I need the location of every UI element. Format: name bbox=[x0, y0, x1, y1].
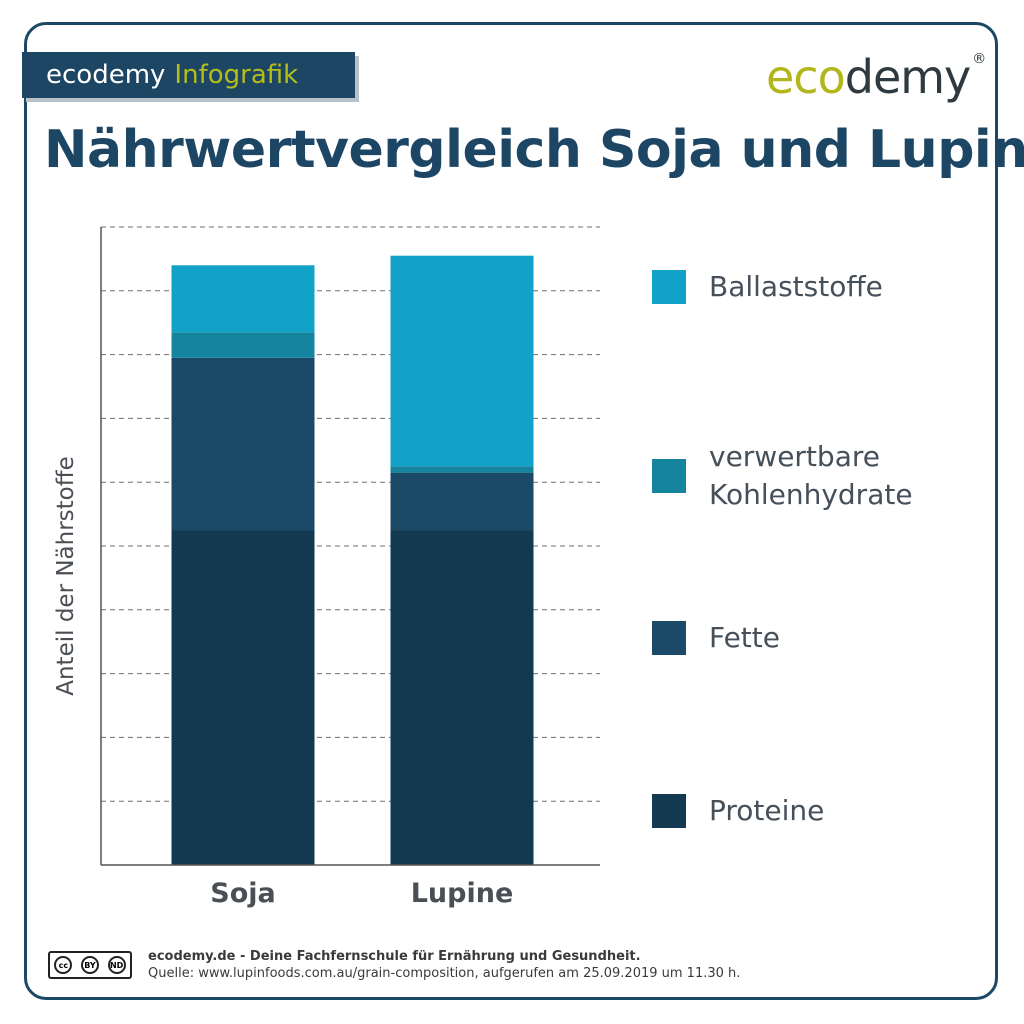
footer: ecodemy.de - Deine Fachfernschule für Er… bbox=[148, 948, 740, 982]
bar-segment-soja-fette bbox=[171, 357, 315, 531]
nd-icon: ND bbox=[107, 956, 126, 974]
legend-label: Ballaststoffe bbox=[709, 270, 883, 303]
ecodemy-logo: ecodemy ® bbox=[766, 50, 986, 104]
legend-swatch bbox=[652, 794, 686, 828]
chart-title: Nährwertvergleich Soja und Lupine bbox=[44, 120, 1024, 180]
cc-icon: cc bbox=[54, 956, 73, 974]
registered-mark: ® bbox=[972, 50, 986, 67]
logo-demy: demy bbox=[844, 50, 972, 104]
x-tick-label: Soja bbox=[210, 878, 275, 909]
cc-license-badge: cc BY ND bbox=[48, 951, 132, 979]
bars bbox=[171, 255, 534, 865]
bar-segment-lupine-fette bbox=[390, 472, 534, 531]
legend-item: verwertbare Kohlenhydrate bbox=[652, 438, 969, 514]
x-tick-labels: Soja Lupine bbox=[210, 878, 513, 909]
infographic-badge: ecodemy Infografik bbox=[22, 52, 355, 98]
bar-segment-lupine-verwertbare-kohlenhydrate bbox=[390, 466, 534, 473]
legend-label: verwertbare Kohlenhydrate bbox=[709, 440, 913, 511]
y-axis-label: Anteil der Nährstoffe bbox=[53, 456, 79, 696]
by-icon: BY bbox=[80, 956, 99, 974]
bar-segment-soja-ballaststoffe bbox=[171, 265, 315, 333]
bar-segment-lupine-ballaststoffe bbox=[390, 255, 534, 467]
bar-segment-lupine-proteine bbox=[390, 530, 534, 865]
card-frame bbox=[24, 22, 998, 1000]
legend-swatch bbox=[652, 621, 686, 655]
legend-label: Proteine bbox=[709, 794, 825, 827]
footer-source: Quelle: www.lupinfoods.com.au/grain-comp… bbox=[148, 966, 741, 981]
bar-segment-soja-proteine bbox=[171, 530, 315, 865]
bar-segment-soja-verwertbare-kohlenhydrate bbox=[171, 332, 315, 358]
legend-item: Ballaststoffe bbox=[652, 268, 883, 306]
legend-item: Proteine bbox=[652, 792, 824, 830]
legend-item: Fette bbox=[652, 619, 780, 657]
badge-brand: ecodemy bbox=[46, 60, 166, 90]
x-tick-label: Lupine bbox=[411, 878, 514, 909]
legend-swatch bbox=[652, 459, 686, 493]
footer-tagline: ecodemy.de - Deine Fachfernschule für Er… bbox=[148, 949, 641, 964]
logo-eco: eco bbox=[766, 50, 846, 104]
badge-label: Infografik bbox=[174, 60, 299, 90]
legend-swatch bbox=[652, 270, 686, 304]
legend-label: Fette bbox=[709, 621, 780, 654]
